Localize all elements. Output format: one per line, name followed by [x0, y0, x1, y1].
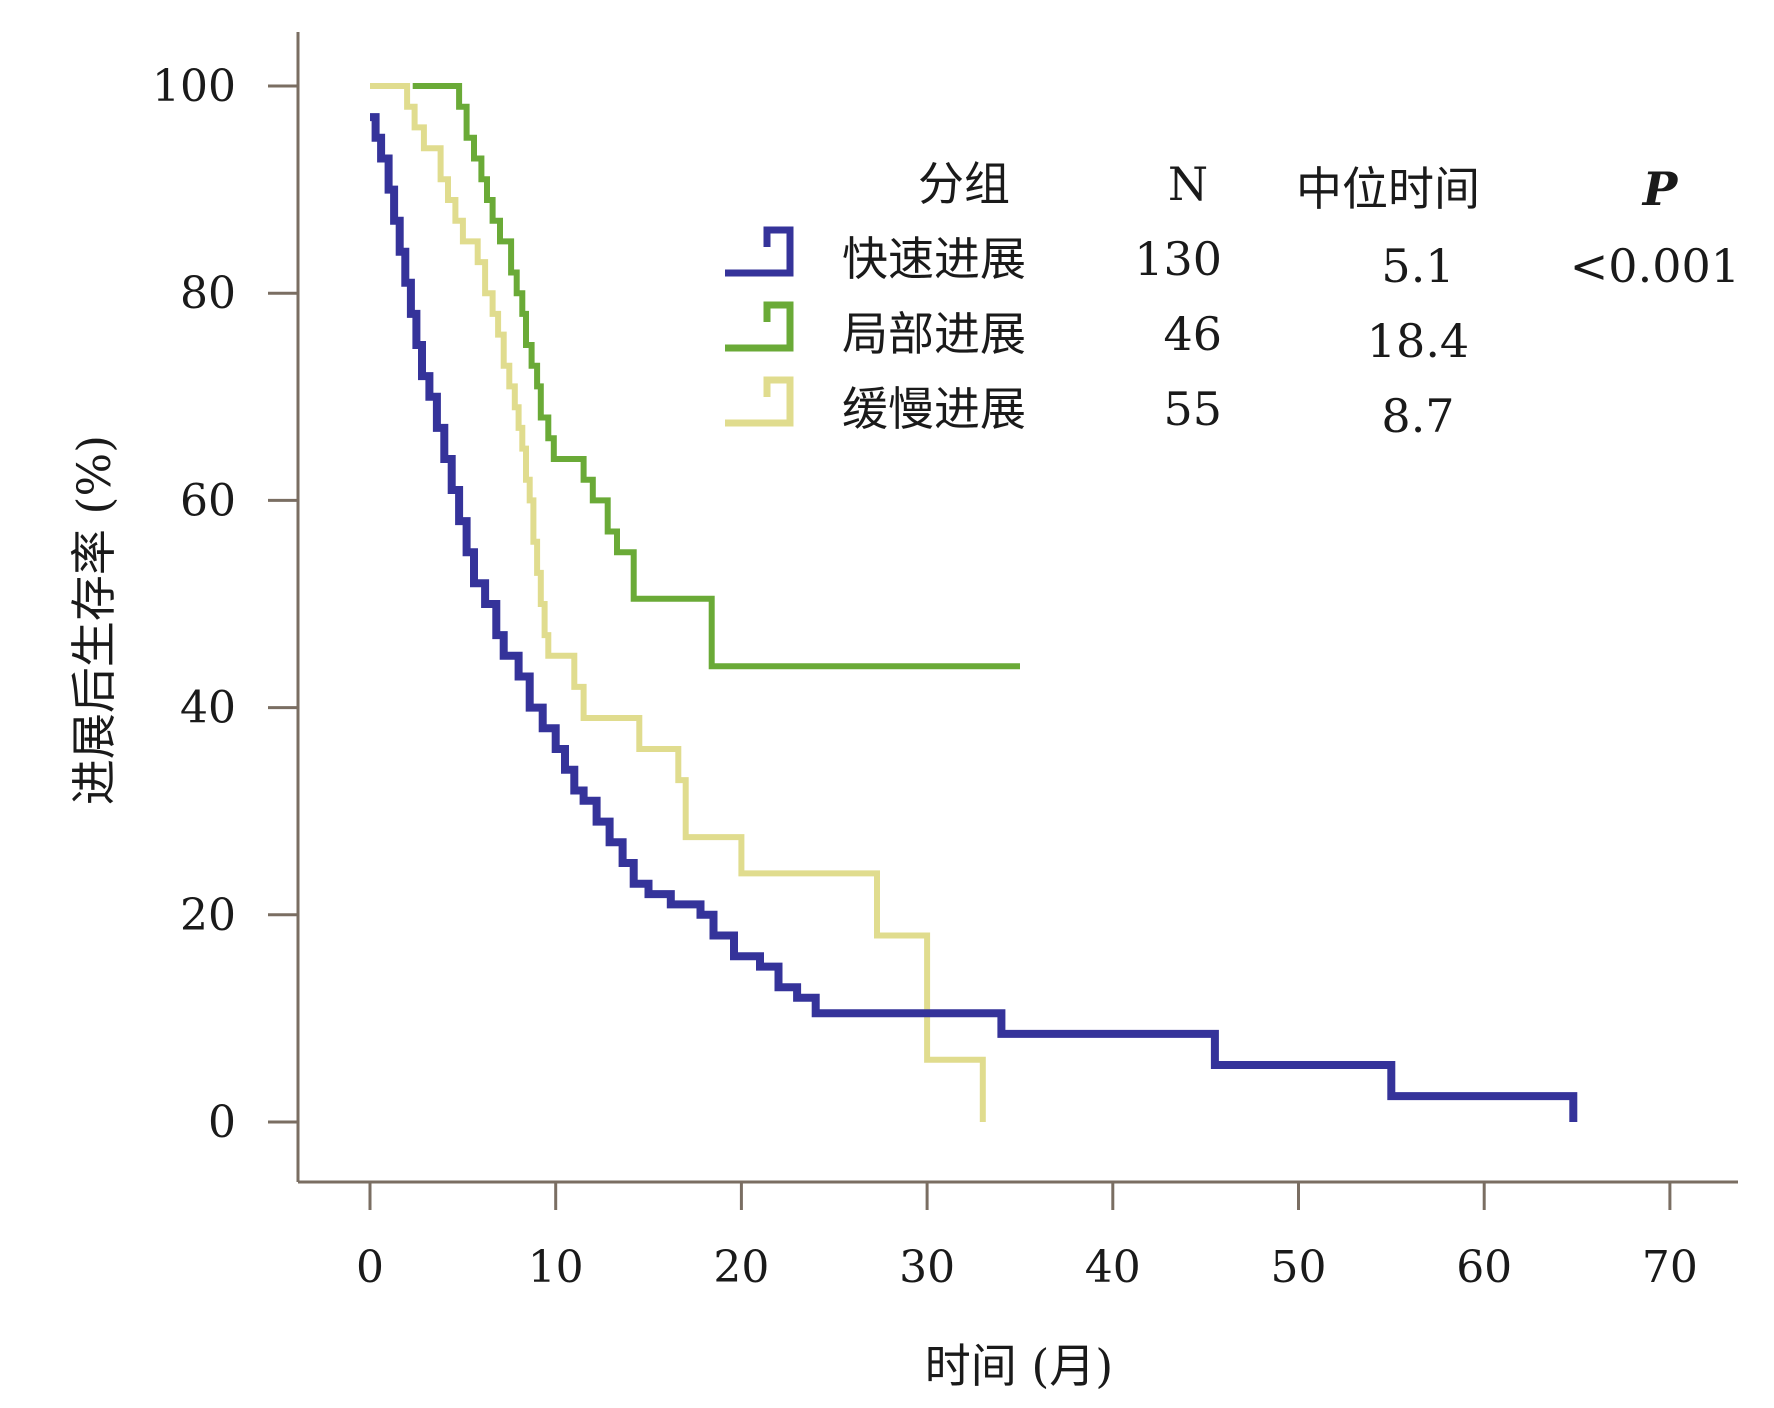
y-tick-label: 100 [152, 61, 236, 112]
legend-series-name: 局部进展 [842, 307, 1026, 361]
x-tick-label: 70 [1642, 1242, 1698, 1293]
legend-row-1: 快速进展 130 5.1 [725, 226, 1455, 293]
legend-series-median: 5.1 [1381, 239, 1454, 293]
series-line-2 [412, 83, 1020, 670]
legend-header-group: 分组 [918, 157, 1010, 211]
x-axis-title: 时间 (月) [925, 1339, 1114, 1393]
legend-series-n: 130 [1134, 232, 1222, 286]
y-tick-label: 40 [180, 683, 236, 734]
legend-swatch [725, 301, 794, 352]
legend-series-median: 18.4 [1367, 314, 1469, 368]
legend-row-2: 局部进展 46 18.4 [725, 301, 1469, 368]
x-tick-label: 30 [899, 1242, 955, 1293]
legend-row-3: 缓慢进展 55 8.7 [725, 376, 1455, 443]
x-axis-ticks: 0 10 20 30 40 50 60 70 [356, 1182, 1698, 1293]
legend-series-median: 8.7 [1381, 389, 1454, 443]
y-axis-ticks: 0 20 40 60 80 100 [152, 61, 298, 1148]
y-tick-label: 20 [180, 890, 236, 941]
x-tick-label: 0 [356, 1242, 384, 1293]
x-tick-label: 10 [528, 1242, 584, 1293]
x-tick-label: 40 [1085, 1242, 1141, 1293]
legend-rows: 快速进展 130 5.1 局部进展 46 18.4 缓慢进展 55 8.7 [725, 226, 1469, 443]
series-line-1 [370, 113, 1578, 1122]
legend-p-value: <0.001 [1570, 239, 1740, 293]
legend-swatch [725, 226, 794, 277]
y-tick-label: 60 [180, 475, 236, 526]
legend-header-n: N [1168, 157, 1208, 211]
series-line-3 [370, 83, 986, 1122]
x-tick-label: 20 [713, 1242, 769, 1293]
legend-series-name: 快速进展 [842, 232, 1026, 286]
legend-series-name: 缓慢进展 [842, 382, 1026, 436]
survival-curves [370, 83, 1578, 1122]
legend-header-median: 中位时间 [1296, 162, 1480, 216]
legend: 分组 N 中位时间 P 快速进展 130 5.1 局部进展 46 18.4 缓慢进展 55 8.… [725, 157, 1740, 443]
y-axis-title: 进展后生存率 (%) [67, 435, 121, 805]
x-tick-label: 60 [1456, 1242, 1512, 1293]
legend-swatch [725, 376, 794, 427]
legend-series-n: 55 [1163, 382, 1222, 436]
y-tick-label: 0 [208, 1097, 236, 1148]
y-tick-label: 80 [180, 268, 236, 319]
x-tick-label: 50 [1271, 1242, 1327, 1293]
legend-series-n: 46 [1163, 307, 1222, 361]
legend-header-p: P [1641, 162, 1679, 216]
